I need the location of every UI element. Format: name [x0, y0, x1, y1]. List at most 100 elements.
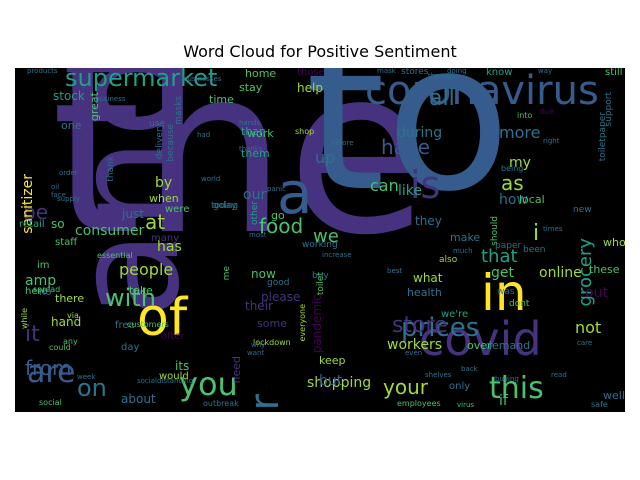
word-take: take: [129, 284, 153, 297]
word-stay: stay: [239, 81, 263, 94]
word-order: order: [59, 169, 78, 177]
word-due: due: [539, 107, 555, 116]
word-supply: supply: [57, 195, 81, 203]
word-on: on: [77, 374, 107, 402]
word-help: help: [297, 81, 323, 95]
word-by: by: [155, 175, 173, 191]
word-masks: masks: [174, 96, 184, 125]
word-there: there: [55, 292, 85, 305]
word-had: had: [197, 131, 211, 139]
word-these: these: [589, 263, 620, 276]
word-more: more: [499, 123, 541, 142]
word-or: or: [377, 156, 394, 175]
word-need: need: [230, 356, 243, 384]
word-much: much: [453, 247, 473, 255]
word-when: when: [149, 192, 179, 205]
word-lockdown: lockdown: [253, 338, 291, 347]
word-back: back: [461, 365, 478, 373]
word-essential: essential: [97, 251, 133, 260]
word-we-re: we're: [441, 309, 469, 320]
word-care: care: [577, 339, 593, 347]
word-have: have: [381, 135, 431, 159]
word-today: today: [211, 201, 237, 211]
word-stock: stock: [53, 89, 85, 103]
word-increase: increase: [322, 251, 352, 259]
word-only: only: [449, 381, 471, 392]
word-were: were: [165, 204, 190, 215]
word-not: not: [575, 318, 602, 337]
word-cloud: thetoandaofincovidcoronavirusforisyouare…: [15, 68, 625, 412]
word-health: health: [407, 286, 442, 299]
word-because: because: [166, 124, 176, 162]
word-like: like: [398, 183, 423, 199]
word-at: at: [145, 210, 166, 234]
word-consumer: consumer: [75, 223, 145, 239]
word-spread: spread: [33, 285, 61, 294]
word-via: via: [67, 311, 79, 320]
word-during: during: [397, 125, 443, 141]
word-other: other: [250, 201, 260, 225]
word-free: free: [115, 320, 135, 331]
word-staff: staff: [55, 237, 78, 248]
word-know: know: [486, 68, 513, 78]
word-would: would: [159, 371, 189, 382]
word-buying: buying: [495, 375, 519, 383]
word-social: social: [39, 398, 62, 407]
word-retail: retail: [19, 219, 45, 230]
word-shelves: shelves: [425, 371, 452, 379]
word-my: my: [509, 155, 531, 171]
word-with: with: [105, 284, 156, 312]
word-shop: shop: [295, 127, 315, 136]
word-please: please: [261, 290, 301, 304]
word-while: while: [20, 308, 29, 329]
word-store: store: [392, 313, 448, 338]
word-also: also: [439, 255, 458, 265]
word-employees: employees: [397, 399, 441, 408]
word-products: products: [27, 68, 58, 75]
word-than: than: [241, 125, 266, 138]
word-as: as: [501, 171, 524, 195]
word-food: food: [259, 214, 304, 238]
word-day: day: [121, 342, 140, 353]
word-over: over: [467, 339, 492, 352]
word-who: who: [603, 236, 625, 249]
word-just: just: [122, 207, 144, 221]
word-through: through: [428, 72, 456, 80]
word-even: even: [405, 349, 423, 357]
word-online: online: [539, 265, 582, 281]
word-from: from: [25, 356, 72, 380]
word-it: it: [25, 322, 40, 347]
word-stores: stores: [401, 68, 429, 77]
word-time: time: [209, 93, 234, 106]
word-panic: panic: [267, 185, 286, 193]
word-toiletpaper: toiletpaper: [598, 112, 608, 162]
word-all: all: [429, 86, 455, 111]
word-can: can: [370, 176, 399, 195]
word-business: business: [95, 95, 126, 103]
word-be: be: [23, 200, 48, 224]
word-they: they: [415, 214, 442, 228]
word-buy: buy: [312, 271, 329, 281]
word-but: but: [319, 373, 343, 389]
word-world: world: [201, 175, 221, 183]
word-good: good: [267, 278, 290, 288]
word-workers: workers: [387, 337, 443, 353]
word-im: im: [37, 260, 50, 271]
word-times: times: [543, 225, 563, 233]
word-working: working: [302, 240, 338, 250]
word-out: out: [585, 285, 608, 301]
word-get: get: [491, 265, 514, 281]
word-outbreak: outbreak: [203, 399, 239, 408]
word-thank: thank: [106, 156, 116, 182]
word-we: we: [313, 226, 339, 247]
word-many: many: [151, 233, 180, 244]
word-work: work: [247, 127, 274, 140]
word-our: our: [243, 187, 267, 203]
word-could: could: [49, 343, 71, 352]
word-to: to: [305, 68, 511, 237]
word-now: now: [251, 267, 276, 281]
word-week: week: [77, 373, 96, 381]
word-going: going: [213, 201, 239, 211]
word-well: well: [603, 389, 625, 402]
